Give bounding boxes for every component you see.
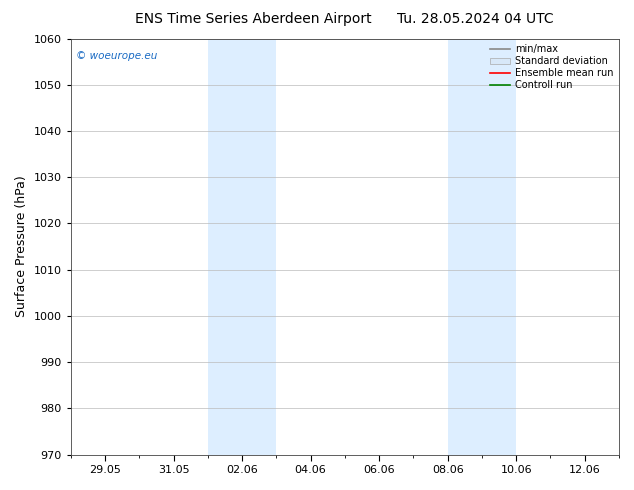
Bar	[482, 39, 516, 455]
Text: ENS Time Series Aberdeen Airport: ENS Time Series Aberdeen Airport	[135, 12, 372, 26]
Text: Tu. 28.05.2024 04 UTC: Tu. 28.05.2024 04 UTC	[397, 12, 554, 26]
Y-axis label: Surface Pressure (hPa): Surface Pressure (hPa)	[15, 176, 28, 318]
Bar	[242, 39, 276, 455]
Text: © woeurope.eu: © woeurope.eu	[76, 51, 158, 61]
Bar	[448, 39, 482, 455]
Bar	[208, 39, 242, 455]
Legend: min/max, Standard deviation, Ensemble mean run, Controll run: min/max, Standard deviation, Ensemble me…	[486, 41, 617, 94]
